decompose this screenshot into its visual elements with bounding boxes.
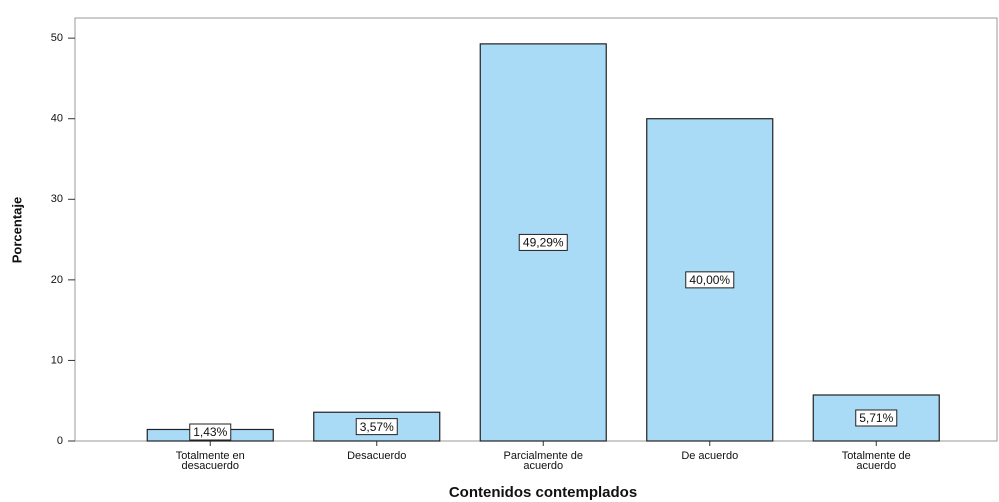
y-axis-title: Porcentaje <box>9 197 24 263</box>
x-tick-label: Parcialmente de acuerdo <box>504 450 584 472</box>
x-tick-label: De acuerdo <box>681 450 738 462</box>
value-label: 1,43% <box>193 425 227 439</box>
value-label-box <box>685 271 735 289</box>
value-label-box <box>518 233 568 251</box>
x-tick-label: Totalmente en desacuerdo <box>176 450 245 472</box>
y-tick-label: 50 <box>51 32 63 44</box>
y-tick-label: 0 <box>57 435 63 447</box>
x-tick-label: Totalmente de acuerdo <box>842 450 911 472</box>
y-tick-label: 40 <box>51 113 63 125</box>
value-label: 5,71% <box>859 411 893 425</box>
value-label-box <box>855 409 898 427</box>
y-tick-label: 10 <box>51 354 63 366</box>
x-axis-title: Contenidos contemplados <box>449 484 637 501</box>
value-label: 3,57% <box>360 420 394 434</box>
y-tick-label: 20 <box>51 274 63 286</box>
x-tick-label: Desacuerdo <box>347 450 406 462</box>
value-label: 49,29% <box>523 236 564 250</box>
value-label-box <box>355 418 398 436</box>
value-label: 40,00% <box>689 273 730 287</box>
value-label-box <box>189 423 232 441</box>
y-tick-label: 30 <box>51 193 63 205</box>
